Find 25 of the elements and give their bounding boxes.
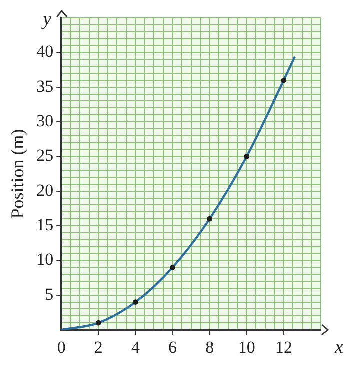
y-tick-label: 35	[36, 76, 54, 96]
x-tick-label: 0	[57, 338, 66, 357]
x-tick-label: 12	[275, 338, 292, 357]
y-tick-label: 20	[36, 180, 54, 200]
point	[281, 78, 287, 84]
x-tick-label: 2	[94, 338, 103, 357]
y-tick-label: 30	[36, 111, 54, 130]
x-tick-label: 4	[131, 338, 140, 357]
line-series	[62, 56, 296, 330]
point	[244, 154, 250, 160]
x-axis-title: x	[334, 337, 344, 358]
y-tick-label: 25	[36, 146, 54, 166]
text: y	[41, 9, 52, 30]
x-tick-label: 8	[206, 338, 214, 357]
point	[96, 320, 102, 326]
y-tick-label: 40	[36, 42, 54, 62]
point	[207, 216, 213, 222]
point	[133, 300, 138, 305]
y-tick-label: 10	[36, 250, 54, 270]
y-axis-title: Position (m)	[8, 129, 28, 219]
x-tick-label: 6	[168, 338, 178, 357]
y-tick-label: 5	[45, 284, 54, 304]
point	[170, 264, 176, 270]
y-tick-label: 15	[36, 215, 54, 234]
x-tick-label: 10	[238, 338, 256, 357]
